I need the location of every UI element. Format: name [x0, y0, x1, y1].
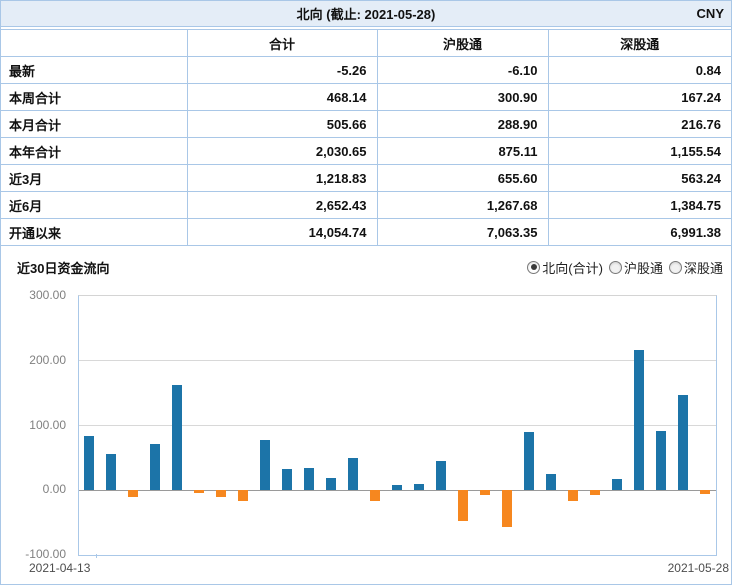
flow-bar-chart: 300.00 200.00 100.00 0.00 -100.00 2021-04-13… [1, 277, 731, 582]
x-axis-tick [96, 554, 97, 558]
cell-shenzhen-connect: 167.24 [547, 83, 731, 111]
x-axis-start-label: 2021-04-13 [29, 561, 91, 575]
cell-total: 505.66 [186, 110, 378, 138]
outflow-bar [238, 490, 248, 501]
radio-selected-icon[interactable] [527, 260, 541, 274]
cell-total: 468.14 [186, 83, 378, 111]
inflow-bar [304, 468, 314, 491]
inflow-bar [84, 435, 94, 491]
row-label: 本年合计 [1, 137, 188, 165]
header-shanghai-connect: 沪股通 [376, 29, 549, 57]
outflow-bar [568, 490, 578, 501]
row-label: 开通以来 [1, 218, 188, 246]
inflow-bar [106, 453, 116, 491]
outflow-bar [502, 490, 512, 527]
inflow-bar [634, 349, 644, 491]
y-tick-label: 200.00 [29, 352, 66, 367]
inflow-bar [656, 430, 666, 491]
cell-shenzhen-connect: 0.84 [547, 56, 731, 84]
summary-table: 合计 沪股通 深股通 最新 -5.26 -6.10 0.84 本周合计 468.… [1, 29, 731, 246]
cell-shenzhen-connect: 563.24 [547, 164, 731, 192]
widget-title: 北向 (截止: 2021-05-28) [296, 7, 436, 22]
inflow-bar [414, 484, 424, 491]
outflow-bar [700, 490, 710, 494]
cell-shenzhen-connect: 1,384.75 [547, 191, 731, 219]
row-label: 近6月 [1, 191, 188, 219]
cell-shanghai-connect: -6.10 [376, 56, 549, 84]
row-label: 本周合计 [1, 83, 188, 111]
row-label: 本月合计 [1, 110, 188, 138]
chart-section-title: 近30日资金流向 [17, 260, 110, 276]
table-row: 本月合计 505.66 288.90 216.76 [1, 110, 731, 138]
table-row: 最新 -5.26 -6.10 0.84 [1, 56, 731, 84]
cell-total: -5.26 [186, 56, 378, 84]
radio-label: 沪股通 [623, 260, 663, 276]
cell-shanghai-connect: 875.11 [376, 137, 549, 165]
x-axis-end-label: 2021-05-28 [667, 561, 729, 575]
radio-unselected-icon[interactable] [608, 260, 622, 274]
outflow-bar [194, 490, 204, 494]
cell-shenzhen-connect: 6,991.38 [547, 218, 731, 246]
row-label: 最新 [1, 56, 188, 84]
y-tick-label: -100.00 [25, 547, 66, 561]
inflow-bar [612, 478, 622, 491]
radio-label: 北向(合计) [542, 260, 603, 276]
outflow-bar [458, 490, 468, 522]
currency-label: CNY [696, 6, 724, 21]
radio-unselected-icon[interactable] [668, 260, 682, 274]
inflow-bar [172, 384, 182, 491]
header-shenzhen-connect: 深股通 [547, 29, 731, 57]
outflow-bar [216, 490, 226, 498]
table-row: 本年合计 2,030.65 875.11 1,155.54 [1, 137, 731, 165]
cell-shanghai-connect: 300.90 [376, 83, 549, 111]
header-total: 合计 [186, 29, 378, 57]
chart-section-header: 近30日资金流向 北向(合计) 沪股通 深股通 [1, 257, 731, 277]
table-row: 本周合计 468.14 300.90 167.24 [1, 83, 731, 111]
outflow-bar [480, 490, 490, 495]
gridline [79, 425, 716, 426]
cell-shenzhen-connect: 1,155.54 [547, 137, 731, 165]
series-radio-group: 北向(合计) 沪股通 深股通 [527, 258, 723, 277]
outflow-bar [128, 490, 138, 497]
header-empty [1, 29, 188, 57]
zero-gridline [79, 489, 716, 491]
plot-area [78, 295, 717, 556]
cell-shanghai-connect: 655.60 [376, 164, 549, 192]
inflow-bar [678, 395, 688, 491]
outflow-bar [590, 490, 600, 495]
table-row: 近6月 2,652.43 1,267.68 1,384.75 [1, 191, 731, 219]
radio-label: 深股通 [683, 260, 723, 276]
inflow-bar [436, 461, 446, 491]
inflow-bar [348, 457, 358, 491]
inflow-bar [326, 477, 336, 491]
radio-option-2[interactable]: 深股通 [668, 258, 723, 277]
y-tick-label: 100.00 [29, 417, 66, 432]
radio-option-0[interactable]: 北向(合计) [527, 258, 603, 277]
row-label: 近3月 [1, 164, 188, 192]
cell-shanghai-connect: 7,063.35 [376, 218, 549, 246]
radio-option-1[interactable]: 沪股通 [608, 258, 663, 277]
cell-shanghai-connect: 1,267.68 [376, 191, 549, 219]
table-header-row: 合计 沪股通 深股通 [1, 29, 731, 57]
inflow-bar [282, 468, 292, 491]
inflow-bar [524, 431, 534, 491]
outflow-bar [370, 490, 380, 502]
cell-total: 2,030.65 [186, 137, 378, 165]
y-tick-label: 300.00 [29, 288, 66, 302]
inflow-bar [392, 485, 402, 491]
inflow-bar [260, 439, 270, 491]
cell-total: 2,652.43 [186, 191, 378, 219]
title-bar: 北向 (截止: 2021-05-28) CNY [1, 1, 731, 27]
inflow-bar [150, 443, 160, 491]
table-row: 开通以来 14,054.74 7,063.35 6,991.38 [1, 218, 731, 246]
y-tick-label: 0.00 [42, 482, 66, 497]
table-row: 近3月 1,218.83 655.60 563.24 [1, 164, 731, 192]
cell-shanghai-connect: 288.90 [376, 110, 549, 138]
cell-total: 1,218.83 [186, 164, 378, 192]
gridline [79, 360, 716, 362]
cell-shenzhen-connect: 216.76 [547, 110, 731, 138]
inflow-bar [546, 474, 556, 491]
cell-total: 14,054.74 [186, 218, 378, 246]
